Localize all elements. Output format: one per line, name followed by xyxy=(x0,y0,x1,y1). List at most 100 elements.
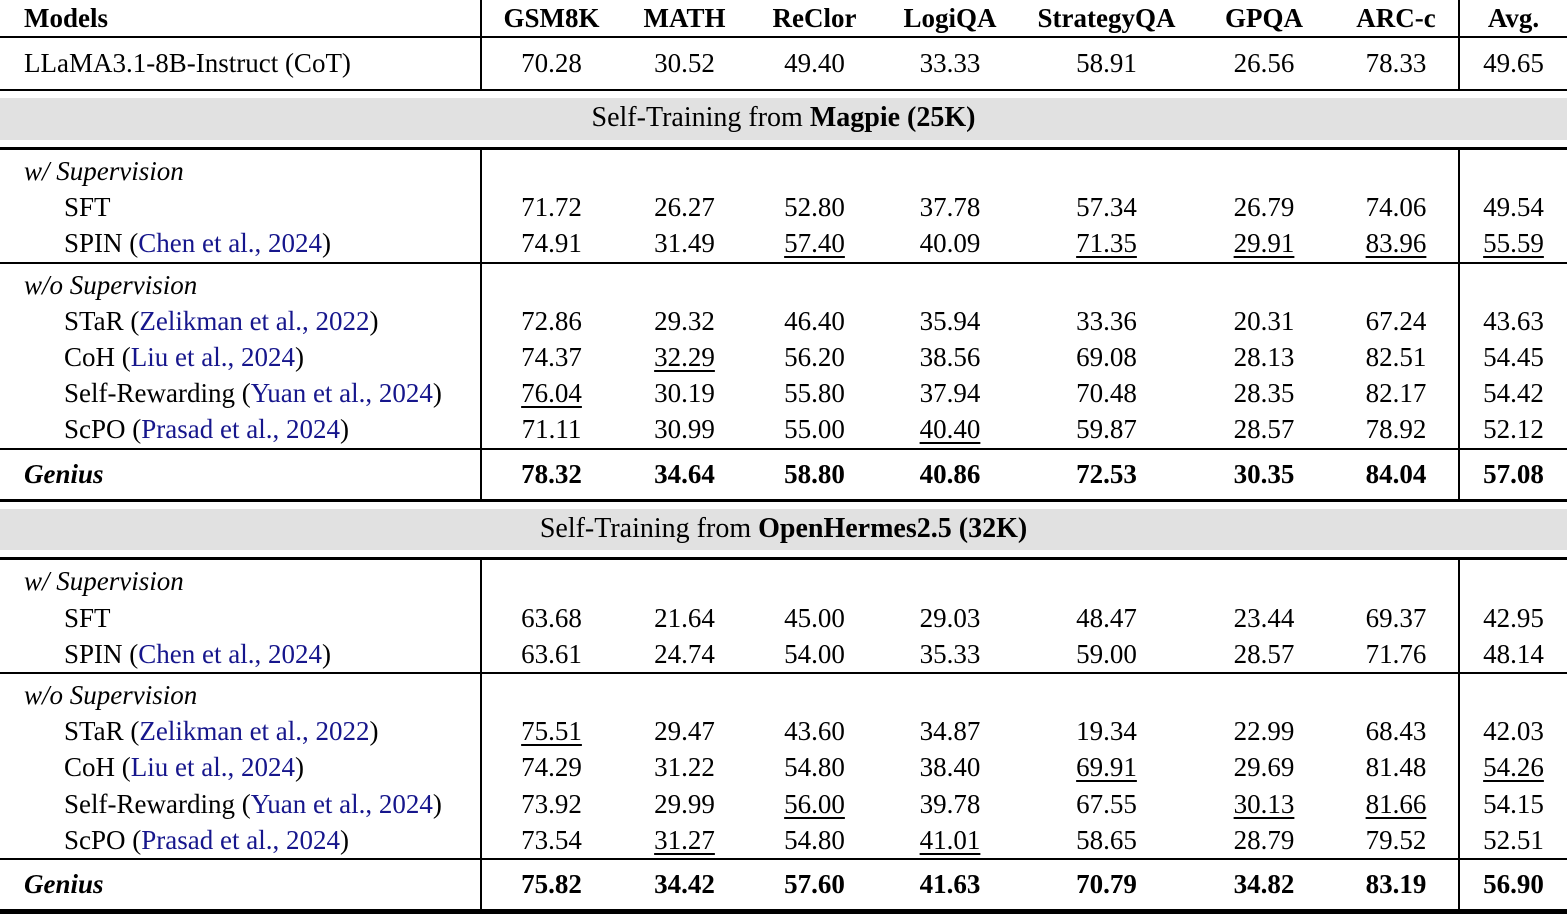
score-cell: 59.87 xyxy=(1019,411,1194,450)
score-cell: 74.37 xyxy=(480,339,621,376)
score-value: 38.40 xyxy=(919,752,981,783)
empty-cell xyxy=(480,673,621,714)
score-cell: 54.00 xyxy=(748,635,881,675)
score-value: 22.99 xyxy=(1233,716,1295,747)
score-cell: 84.04 xyxy=(1334,448,1459,502)
score-cell: 67.24 xyxy=(1334,303,1459,339)
citation-link[interactable]: Liu et al., 2024 xyxy=(130,752,295,783)
citation-link[interactable]: Liu et al., 2024 xyxy=(130,342,295,372)
column-header-models: Models xyxy=(0,0,481,39)
score-value: 78.92 xyxy=(1365,414,1427,445)
score-value: 30.19 xyxy=(654,378,715,409)
empty-cell xyxy=(1458,673,1567,714)
model-name-text: ) xyxy=(321,638,331,669)
score-cell: 29.99 xyxy=(621,786,748,822)
score-cell: 24.74 xyxy=(621,635,748,675)
model-name-text: Self-Rewarding ( xyxy=(64,788,251,819)
empty-cell xyxy=(1458,148,1567,190)
score-value: 45.00 xyxy=(784,602,845,633)
score-cell: 83.19 xyxy=(1334,859,1459,914)
score-value: 70.28 xyxy=(521,48,582,79)
score-cell: 22.99 xyxy=(1194,713,1334,749)
table-row: ScPO (Prasad et al., 2024) 73.54 31.27 54.8… xyxy=(0,821,1567,861)
citation-link[interactable]: Zelikman et al., 2022 xyxy=(139,305,370,336)
model-name-text: ) xyxy=(321,228,331,259)
score-cell: 57.40 xyxy=(748,225,881,264)
model-name: SPIN (Chen et al., 2024) xyxy=(0,635,481,675)
score-value: 30.99 xyxy=(654,414,715,445)
score-cell: 19.34 xyxy=(1019,713,1194,749)
table-row: Self-Rewarding (Yuan et al., 2024) 76.04 3… xyxy=(0,375,1567,412)
score-cell: 57.60 xyxy=(748,859,881,914)
score-cell: 55.00 xyxy=(748,411,881,450)
score-cell: 69.37 xyxy=(1334,600,1459,636)
empty-cell xyxy=(1019,148,1194,189)
score-value: 57.08 xyxy=(1483,458,1544,489)
model-name-text: STaR ( xyxy=(64,305,140,336)
score-value: 29.91 xyxy=(1233,228,1295,259)
score-value: 69.91 xyxy=(1076,752,1137,783)
score-cell: 26.56 xyxy=(1194,37,1334,92)
score-cell: 71.11 xyxy=(480,411,621,450)
score-value: 19.34 xyxy=(1076,716,1137,747)
citation-link[interactable]: Yuan et al., 2024 xyxy=(250,378,433,409)
score-cell: 34.42 xyxy=(621,859,748,914)
score-value: 58.65 xyxy=(1076,824,1137,855)
score-value: 57.60 xyxy=(784,869,845,900)
citation-link[interactable]: Chen et al., 2024 xyxy=(138,638,322,669)
empty-cell xyxy=(748,148,881,189)
model-name: ScPO (Prasad et al., 2024) xyxy=(0,411,481,450)
score-cell: 40.86 xyxy=(881,448,1019,502)
score-cell: 43.60 xyxy=(748,713,881,749)
empty-cell xyxy=(1458,558,1567,600)
column-header-avg: Avg. xyxy=(1458,0,1567,39)
empty-cell xyxy=(881,559,1019,600)
score-value: 74.91 xyxy=(521,228,582,259)
citation-link[interactable]: Prasad et al., 2024 xyxy=(141,414,340,445)
score-cell: 38.40 xyxy=(881,749,1019,785)
score-cell: 29.69 xyxy=(1194,749,1334,785)
score-cell: 30.19 xyxy=(621,375,748,411)
empty-cell xyxy=(1194,559,1334,600)
model-name-text: Genius xyxy=(24,869,104,900)
score-cell: 31.49 xyxy=(621,225,748,264)
table-row: ScPO (Prasad et al., 2024) 71.11 30.99 55.0… xyxy=(0,411,1567,450)
empty-cell xyxy=(1334,673,1459,713)
model-name: CoH (Liu et al., 2024) xyxy=(0,749,481,785)
citation-link[interactable]: Zelikman et al., 2022 xyxy=(139,716,370,747)
section-band-row: Self-Training from Magpie (25K) xyxy=(0,90,1567,150)
score-cell: 26.27 xyxy=(621,189,748,225)
model-name-text: SFT xyxy=(64,192,111,223)
score-value: 75.82 xyxy=(521,869,582,900)
score-cell: 52.80 xyxy=(748,189,881,225)
model-name-text: ) xyxy=(432,788,442,819)
score-value: 84.04 xyxy=(1365,458,1427,489)
score-cell: 78.92 xyxy=(1334,411,1459,450)
score-value: 28.13 xyxy=(1233,342,1295,372)
score-value: 33.33 xyxy=(919,48,981,79)
score-cell: 49.40 xyxy=(748,37,881,92)
score-cell: 70.48 xyxy=(1019,375,1194,411)
score-value: 82.17 xyxy=(1365,378,1427,409)
empty-cell xyxy=(621,559,748,600)
score-cell: 26.79 xyxy=(1194,189,1334,225)
model-name-text: ) xyxy=(294,752,304,783)
empty-cell xyxy=(621,148,748,189)
model-name-text: Self-Rewarding ( xyxy=(64,378,251,409)
genius-row: Genius 78.32 34.64 58.80 40.86 72.53 30.35 84.0… xyxy=(0,448,1567,502)
score-value: 28.57 xyxy=(1233,414,1295,445)
model-name-text: ScPO ( xyxy=(64,414,142,445)
score-cell: 71.72 xyxy=(480,189,621,226)
citation-link[interactable]: Prasad et al., 2024 xyxy=(141,824,340,855)
score-value: 41.63 xyxy=(919,869,981,900)
score-value: 67.55 xyxy=(1076,788,1137,819)
score-value: 29.03 xyxy=(919,602,981,633)
score-cell: 34.64 xyxy=(621,448,748,502)
table-row: SPIN (Chen et al., 2024) 63.61 24.74 54.00 3… xyxy=(0,635,1567,675)
empty-cell xyxy=(480,558,621,600)
score-cell: 79.52 xyxy=(1334,821,1459,861)
citation-link[interactable]: Chen et al., 2024 xyxy=(138,228,322,259)
score-value: 54.42 xyxy=(1483,378,1544,409)
citation-link[interactable]: Yuan et al., 2024 xyxy=(250,788,433,819)
